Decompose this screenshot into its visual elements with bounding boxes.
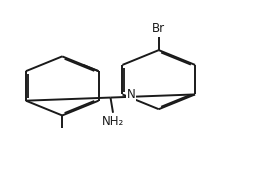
Text: N: N bbox=[127, 88, 136, 101]
Text: NH₂: NH₂ bbox=[102, 115, 124, 129]
Text: Br: Br bbox=[152, 22, 165, 35]
